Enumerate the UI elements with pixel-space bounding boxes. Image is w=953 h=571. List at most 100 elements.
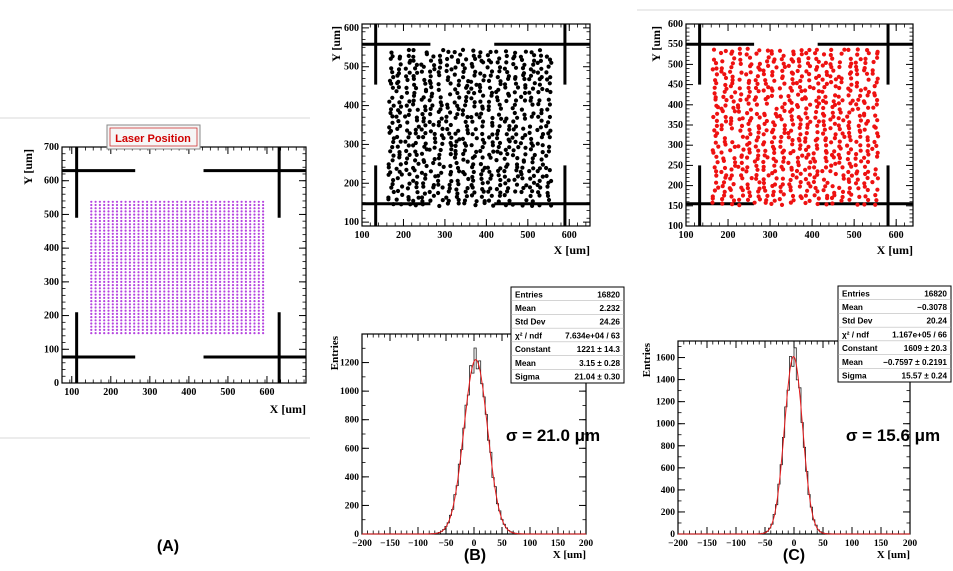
laser-point (90, 200, 93, 203)
reconstructed-point (455, 103, 460, 108)
reconstructed-point (504, 98, 509, 104)
laser-point (115, 309, 119, 312)
reconstructed-point (485, 65, 490, 70)
y-tick-label: 250 (668, 160, 683, 171)
reconstructed-point (535, 70, 541, 75)
laser-point (107, 319, 110, 322)
laser-point (103, 280, 106, 283)
laser-point (146, 216, 149, 219)
laser-point (176, 242, 179, 245)
reconstructed-point (524, 198, 529, 203)
reconstructed-point (752, 200, 757, 205)
reconstructed-point (432, 136, 437, 141)
reconstructed-point (455, 90, 460, 96)
y-axis-label: Y [um] (21, 149, 35, 185)
reconstructed-point (815, 146, 820, 151)
laser-point (262, 325, 265, 328)
x-tick-label: −50 (758, 539, 773, 549)
reconstructed-point (489, 69, 495, 74)
reconstructed-point (530, 102, 535, 107)
reconstructed-point (755, 74, 761, 79)
laser-point (262, 293, 265, 296)
reconstructed-point (436, 190, 441, 196)
laser-point (133, 309, 136, 312)
laser-point (115, 325, 119, 328)
reconstructed-point (470, 174, 475, 180)
reconstructed-point (479, 194, 484, 199)
reconstructed-point (805, 61, 811, 66)
reconstructed-point (480, 119, 486, 124)
laser-point (214, 207, 217, 210)
laser-point (124, 223, 127, 226)
laser-point (257, 226, 260, 229)
laser-point (150, 325, 153, 328)
reconstructed-point (397, 54, 403, 59)
laser-point (111, 328, 114, 331)
reconstructed-point (538, 53, 544, 58)
reconstructed-point (461, 151, 466, 157)
laser-point (146, 322, 149, 325)
reconstructed-point (436, 173, 441, 178)
reconstructed-point (448, 140, 453, 146)
reconstructed-point (390, 114, 395, 119)
reconstructed-point (714, 123, 720, 128)
laser-point (236, 226, 239, 229)
laser-point (236, 274, 239, 277)
laser-point (98, 258, 101, 261)
laser-point (128, 200, 131, 203)
reconstructed-point (733, 160, 738, 165)
laser-point (133, 207, 136, 210)
x-tick-label: −100 (408, 539, 428, 549)
reconstructed-point (807, 165, 812, 170)
reconstructed-point (529, 50, 534, 55)
laser-point (236, 219, 239, 223)
laser-point (171, 328, 174, 331)
reconstructed-point (446, 75, 451, 80)
laser-point (158, 251, 162, 255)
laser-point (137, 322, 140, 325)
reconstructed-point (540, 143, 545, 148)
laser-point (257, 235, 260, 239)
laser-point (227, 216, 230, 219)
laser-point (103, 271, 106, 274)
reconstructed-point (789, 128, 794, 133)
laser-point (210, 264, 213, 267)
reconstructed-point (481, 78, 486, 83)
laser-point (171, 293, 174, 296)
reconstructed-point (798, 194, 803, 199)
reconstructed-point (836, 101, 842, 106)
reconstructed-point (395, 126, 400, 131)
reconstructed-point (862, 184, 867, 189)
reconstructed-point (747, 78, 752, 83)
laser-point (98, 248, 101, 251)
laser-point (240, 316, 243, 319)
laser-point (189, 290, 192, 293)
laser-point (236, 258, 239, 261)
reconstructed-point (406, 47, 411, 53)
laser-point (253, 207, 256, 210)
reconstructed-point (856, 123, 861, 128)
reconstructed-point (512, 110, 517, 116)
reconstructed-point (796, 115, 801, 120)
laser-point (262, 261, 265, 264)
reconstructed-point (815, 123, 820, 128)
laser-point (90, 219, 93, 223)
laser-point (249, 293, 252, 296)
reconstructed-point (722, 72, 727, 77)
reconstructed-point (855, 202, 860, 207)
laser-point (189, 207, 192, 210)
reconstructed-point (782, 81, 787, 86)
reconstructed-point (458, 52, 463, 57)
reconstructed-point (848, 70, 854, 75)
laser-point (98, 242, 101, 245)
laser-point (133, 316, 136, 319)
reconstructed-point (824, 69, 829, 75)
laser-point (128, 239, 131, 242)
laser-point (262, 226, 265, 229)
reconstructed-point (769, 49, 774, 54)
laser-point (98, 287, 101, 290)
stats-value: 1221 ± 14.3 (577, 345, 621, 354)
laser-point (158, 248, 162, 251)
laser-point (103, 274, 106, 277)
laser-point (249, 223, 252, 226)
